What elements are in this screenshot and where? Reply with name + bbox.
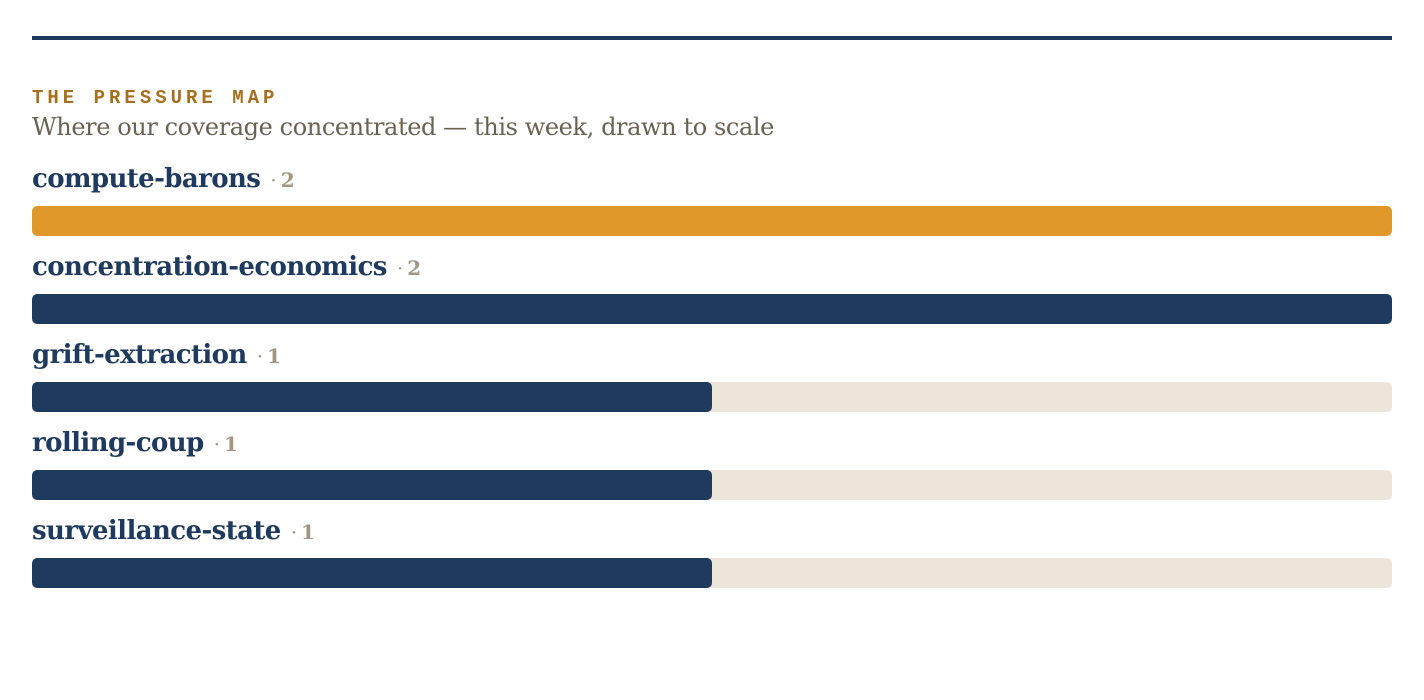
separator-dot: · (256, 344, 264, 368)
bar-track (32, 206, 1392, 236)
category-name: grift-extraction (32, 340, 247, 370)
bar-track (32, 294, 1392, 324)
bar-row: rolling-coup · 1 (32, 428, 1392, 516)
bar-list: compute-barons · 2 concentration-economic… (32, 164, 1392, 604)
data-label: 2 (280, 168, 295, 192)
separator-dot: · (270, 168, 277, 192)
top-rule (32, 36, 1392, 40)
bar-label: compute-barons · 2 (32, 164, 1392, 194)
category-name: surveillance-state (32, 516, 281, 546)
bar-track (32, 382, 1392, 412)
data-label: 2 (407, 256, 422, 280)
bar-row: grift-extraction · 1 (32, 340, 1392, 428)
bar-label: concentration-economics · 2 (32, 252, 1392, 282)
bar-label: surveillance-state · 1 (32, 516, 1392, 546)
category-name: rolling-coup (32, 428, 204, 458)
pressure-map-panel: THE PRESSURE MAP Where our coverage conc… (32, 36, 1392, 604)
bar-row: compute-barons · 2 (32, 164, 1392, 252)
chart-title: THE PRESSURE MAP (32, 87, 279, 109)
bar-label: rolling-coup · 1 (32, 428, 1392, 458)
data-label: 1 (223, 432, 238, 456)
bar (32, 206, 1392, 236)
separator-dot: · (213, 432, 220, 456)
category-name: concentration-economics (32, 252, 387, 282)
bar (32, 294, 1392, 324)
bar-row: surveillance-state · 1 (32, 516, 1392, 604)
data-label: 1 (267, 344, 281, 368)
bar-label: grift-extraction · 1 (32, 340, 1392, 370)
bar-track (32, 470, 1392, 500)
bar (32, 470, 712, 500)
separator-dot: · (396, 256, 404, 280)
data-label: 1 (301, 520, 315, 544)
category-name: compute-barons (32, 164, 261, 194)
bar (32, 558, 712, 588)
bar-row: concentration-economics · 2 (32, 252, 1392, 340)
bar-track (32, 558, 1392, 588)
separator-dot: · (290, 520, 298, 544)
bar (32, 382, 712, 412)
chart-subtitle: Where our coverage concentrated — this w… (32, 113, 774, 141)
